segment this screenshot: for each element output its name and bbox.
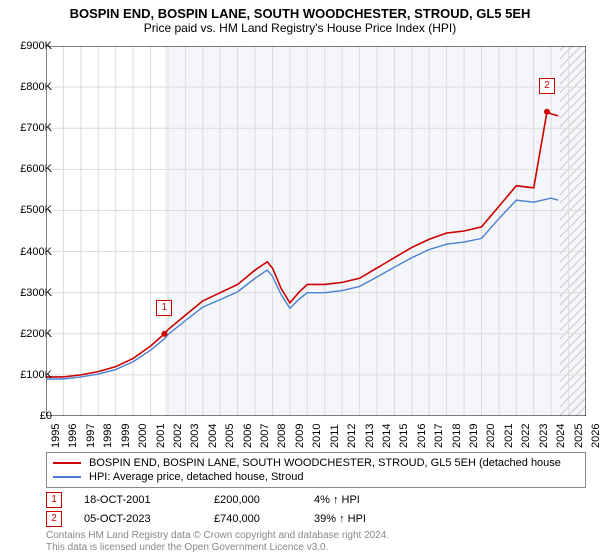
xtick-label: 2026 (590, 424, 600, 448)
ytick-label: £700K (6, 122, 52, 134)
legend-item-hpi: HPI: Average price, detached house, Stro… (53, 470, 579, 484)
sales-table: 1 18-OCT-2001 £200,000 4% ↑ HPI 2 05-OCT… (46, 490, 424, 528)
xtick-label: 1997 (85, 424, 97, 448)
legend-item-property: BOSPIN END, BOSPIN LANE, SOUTH WOODCHEST… (53, 456, 579, 470)
xtick-label: 2013 (364, 424, 376, 448)
xtick-label: 1999 (120, 424, 132, 448)
xtick-label: 2025 (573, 424, 585, 448)
xtick-label: 2016 (416, 424, 428, 448)
ytick-label: £900K (6, 40, 52, 52)
xtick-label: 2004 (207, 424, 219, 448)
xtick-label: 2017 (433, 424, 445, 448)
xtick-label: 2001 (155, 424, 167, 448)
sale-marker-icon: 2 (46, 511, 62, 527)
footer: Contains HM Land Registry data © Crown c… (46, 530, 389, 554)
xtick-label: 2007 (259, 424, 271, 448)
legend-label: HPI: Average price, detached house, Stro… (89, 471, 303, 483)
xtick-label: 2005 (224, 424, 236, 448)
legend-swatch (53, 476, 81, 478)
ytick-label: £400K (6, 246, 52, 258)
ytick-label: £100K (6, 369, 52, 381)
chart-title: BOSPIN END, BOSPIN LANE, SOUTH WOODCHEST… (0, 0, 600, 21)
xtick-label: 1998 (102, 424, 114, 448)
chart-sale-marker: 2 (539, 78, 555, 94)
ytick-label: £800K (6, 81, 52, 93)
sale-price: £740,000 (214, 513, 314, 525)
legend: BOSPIN END, BOSPIN LANE, SOUTH WOODCHEST… (46, 452, 586, 488)
legend-label: BOSPIN END, BOSPIN LANE, SOUTH WOODCHEST… (89, 457, 561, 469)
ytick-label: £200K (6, 328, 52, 340)
chart-sale-marker: 1 (156, 300, 172, 316)
ytick-label: £600K (6, 163, 52, 175)
xtick-label: 1996 (67, 424, 79, 448)
xtick-label: 2002 (172, 424, 184, 448)
ytick-label: £300K (6, 287, 52, 299)
xtick-label: 2011 (329, 424, 341, 448)
xtick-label: 2024 (555, 424, 567, 448)
price-chart (46, 46, 586, 416)
xtick-label: 2022 (520, 424, 532, 448)
xtick-label: 2020 (485, 424, 497, 448)
xtick-label: 2009 (294, 424, 306, 448)
xtick-label: 1995 (50, 424, 62, 448)
sale-marker-icon: 1 (46, 492, 62, 508)
ytick-label: £0 (6, 410, 52, 422)
legend-swatch (53, 462, 81, 464)
sale-delta: 39% ↑ HPI (314, 513, 424, 525)
xtick-label: 2008 (276, 424, 288, 448)
footer-line: Contains HM Land Registry data © Crown c… (46, 530, 389, 542)
xtick-label: 2019 (468, 424, 480, 448)
xtick-label: 2012 (346, 424, 358, 448)
xtick-label: 2000 (137, 424, 149, 448)
xtick-label: 2021 (503, 424, 515, 448)
xtick-label: 2015 (398, 424, 410, 448)
xtick-label: 2023 (538, 424, 550, 448)
xtick-label: 2018 (451, 424, 463, 448)
sale-row: 2 05-OCT-2023 £740,000 39% ↑ HPI (46, 509, 424, 528)
sale-row: 1 18-OCT-2001 £200,000 4% ↑ HPI (46, 490, 424, 509)
footer-line: This data is licensed under the Open Gov… (46, 542, 389, 554)
xtick-label: 2006 (242, 424, 254, 448)
xtick-label: 2010 (311, 424, 323, 448)
sale-date: 05-OCT-2023 (84, 513, 214, 525)
sale-price: £200,000 (214, 494, 314, 506)
xtick-label: 2014 (381, 424, 393, 448)
sale-date: 18-OCT-2001 (84, 494, 214, 506)
xtick-label: 2003 (189, 424, 201, 448)
sale-delta: 4% ↑ HPI (314, 494, 424, 506)
chart-subtitle: Price paid vs. HM Land Registry's House … (0, 21, 600, 37)
ytick-label: £500K (6, 204, 52, 216)
